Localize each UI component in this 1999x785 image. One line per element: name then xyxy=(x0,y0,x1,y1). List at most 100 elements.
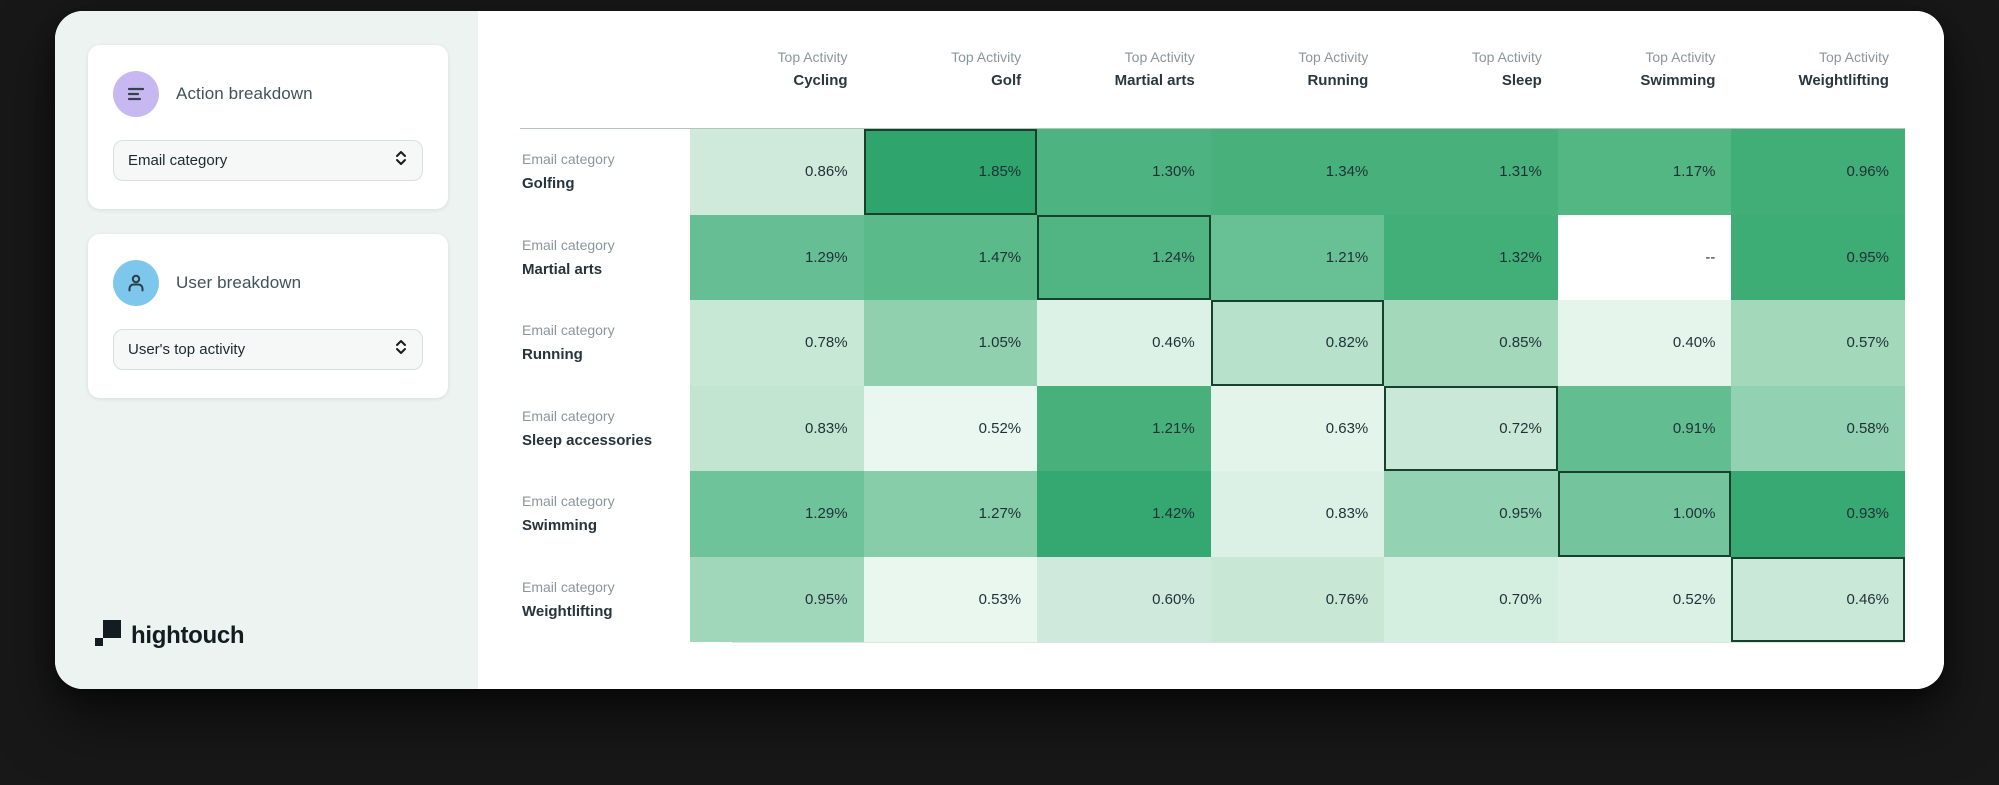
heatmap-cell: 0.70% xyxy=(1384,556,1558,642)
heatmap-row-running: Email category Running 0.78% 1.05% 0.46% 0.82… xyxy=(520,300,1905,386)
dropdown-value: User's top activity xyxy=(128,341,246,358)
heatmap-row-golfing: Email category Golfing 0.86% 1.85% 1.30% 1.34… xyxy=(520,129,1905,215)
heatmap-cell: 0.95% xyxy=(1384,471,1558,557)
heatmap-cell: 0.52% xyxy=(863,385,1038,471)
hightouch-logo-icon xyxy=(95,620,121,651)
user-icon xyxy=(113,260,159,306)
heatmap-body: Email category Golfing 0.86% 1.85% 1.30% 1.34… xyxy=(520,128,1905,642)
column-header-prefix: Top Activity xyxy=(1124,49,1195,65)
row-label-prefix: Email category xyxy=(522,151,615,168)
heatmap-bottom-rule xyxy=(732,642,1905,643)
heatmap-cell: 1.31% xyxy=(1384,129,1558,215)
heatmap-cell: 1.29% xyxy=(690,471,864,557)
heatmap-cell: 0.46% xyxy=(1731,556,1905,642)
row-label: Email category Golfing xyxy=(520,129,690,215)
heatmap-cell: 1.27% xyxy=(863,471,1038,557)
sidebar: Action breakdown Email category xyxy=(55,11,478,689)
heatmap-column-headers: Top Activity Cycling Top Activity Golf Top A… xyxy=(520,45,1905,128)
heatmap-cell: 1.34% xyxy=(1210,129,1385,215)
heatmap-area: Top Activity Cycling Top Activity Golf Top A… xyxy=(478,11,1944,689)
user-breakdown-header: User breakdown xyxy=(113,260,423,306)
row-label-prefix: Email category xyxy=(522,236,615,253)
heatmap: Top Activity Cycling Top Activity Golf Top A… xyxy=(520,45,1905,643)
action-breakdown-dropdown[interactable]: Email category xyxy=(113,140,423,181)
column-header-martial-arts: Top Activity Martial arts xyxy=(1037,45,1211,128)
heatmap-cell: 1.32% xyxy=(1384,214,1558,300)
heatmap-cell: 1.17% xyxy=(1557,129,1732,215)
heatmap-cell: 0.60% xyxy=(1037,556,1211,642)
heatmap-cell: 0.63% xyxy=(1210,385,1385,471)
column-header-sleep: Top Activity Sleep xyxy=(1384,45,1558,128)
column-header-name: Swimming xyxy=(1640,72,1716,89)
heatmap-cell: 0.95% xyxy=(690,556,864,642)
row-label-name: Weightlifting xyxy=(522,602,613,620)
app-card: Action breakdown Email category xyxy=(55,11,1944,689)
heatmap-cell: 1.05% xyxy=(863,300,1038,386)
column-header-cycling: Top Activity Cycling xyxy=(690,45,864,128)
dropdown-value: Email category xyxy=(128,152,228,169)
column-header-prefix: Top Activity xyxy=(1471,49,1542,65)
heatmap-cell: 0.91% xyxy=(1557,385,1732,471)
column-header-name: Golf xyxy=(991,72,1022,89)
heatmap-corner xyxy=(520,45,690,128)
row-label: Email category Running xyxy=(520,300,690,386)
row-label: Email category Swimming xyxy=(520,471,690,557)
heatmap-cell: 0.96% xyxy=(1731,129,1905,215)
heatmap-cell: 1.24% xyxy=(1037,214,1211,300)
row-label: Email category Weightlifting xyxy=(520,557,690,643)
heatmap-cell: 0.95% xyxy=(1731,214,1905,300)
action-breakdown-header: Action breakdown xyxy=(113,71,423,117)
column-header-name: Martial arts xyxy=(1114,72,1195,89)
heatmap-cell: 1.42% xyxy=(1037,471,1211,557)
column-header-prefix: Top Activity xyxy=(951,49,1022,65)
column-header-golf: Top Activity Golf xyxy=(864,45,1038,128)
heatmap-cell: 0.57% xyxy=(1731,300,1905,386)
column-header-swimming: Top Activity Swimming xyxy=(1558,45,1732,128)
heatmap-cell: 0.72% xyxy=(1384,385,1558,471)
heatmap-cell: 1.00% xyxy=(1557,471,1732,557)
row-label-name: Running xyxy=(522,346,583,364)
heatmap-row-weightlifting: Email category Weightlifting 0.95% 0.53% 0.6… xyxy=(520,556,1905,643)
heatmap-cell: 1.21% xyxy=(1210,214,1385,300)
column-header-prefix: Top Activity xyxy=(1645,49,1716,65)
column-header-running: Top Activity Running xyxy=(1211,45,1385,128)
column-header-name: Weightlifting xyxy=(1798,72,1889,89)
column-header-prefix: Top Activity xyxy=(1818,49,1889,65)
column-header-name: Sleep xyxy=(1501,72,1542,89)
heatmap-cell: 1.30% xyxy=(1037,129,1211,215)
heatmap-cell: 1.29% xyxy=(690,214,864,300)
column-header-prefix: Top Activity xyxy=(777,49,848,65)
row-label-name: Swimming xyxy=(522,517,598,535)
row-label-name: Sleep accessories xyxy=(522,431,653,449)
heatmap-cell: -- xyxy=(1557,214,1732,300)
heatmap-cell: 0.78% xyxy=(690,300,864,386)
row-label-prefix: Email category xyxy=(522,578,615,595)
heatmap-cell: 0.83% xyxy=(690,385,864,471)
panel-title: Action breakdown xyxy=(176,84,313,103)
panel-title: User breakdown xyxy=(176,273,302,292)
heatmap-cell: 0.52% xyxy=(1557,556,1732,642)
heatmap-cell: 0.86% xyxy=(690,129,864,215)
user-breakdown-dropdown[interactable]: User's top activity xyxy=(113,329,423,370)
column-header-name: Running xyxy=(1307,72,1369,89)
row-label: Email category Sleep accessories xyxy=(520,386,690,472)
hightouch-logo: hightouch xyxy=(95,620,245,651)
row-label-prefix: Email category xyxy=(522,322,615,339)
heatmap-cell: 1.85% xyxy=(863,129,1038,215)
row-label: Email category Martial arts xyxy=(520,215,690,301)
heatmap-cell: 0.58% xyxy=(1731,385,1905,471)
column-header-weightlifting: Top Activity Weightlifting xyxy=(1731,45,1905,128)
row-label-prefix: Email category xyxy=(522,493,615,510)
heatmap-cell: 0.46% xyxy=(1037,300,1211,386)
heatmap-row-sleep-accessories: Email category Sleep accessories 0.83% 0.52… xyxy=(520,385,1905,472)
heatmap-cell: 0.82% xyxy=(1210,300,1385,386)
action-breakdown-panel: Action breakdown Email category xyxy=(88,45,448,209)
column-header-prefix: Top Activity xyxy=(1298,49,1369,65)
heatmap-cell: 0.53% xyxy=(863,556,1038,642)
hightouch-logo-text: hightouch xyxy=(131,621,245,649)
heatmap-cell: 0.40% xyxy=(1557,300,1732,386)
user-breakdown-panel: User breakdown User's top activity xyxy=(88,234,448,398)
row-label-prefix: Email category xyxy=(522,407,615,424)
chevron-up-down-icon xyxy=(393,149,409,172)
heatmap-row-martial-arts: Email category Martial arts 1.29% 1.47% 1.24… xyxy=(520,214,1905,301)
